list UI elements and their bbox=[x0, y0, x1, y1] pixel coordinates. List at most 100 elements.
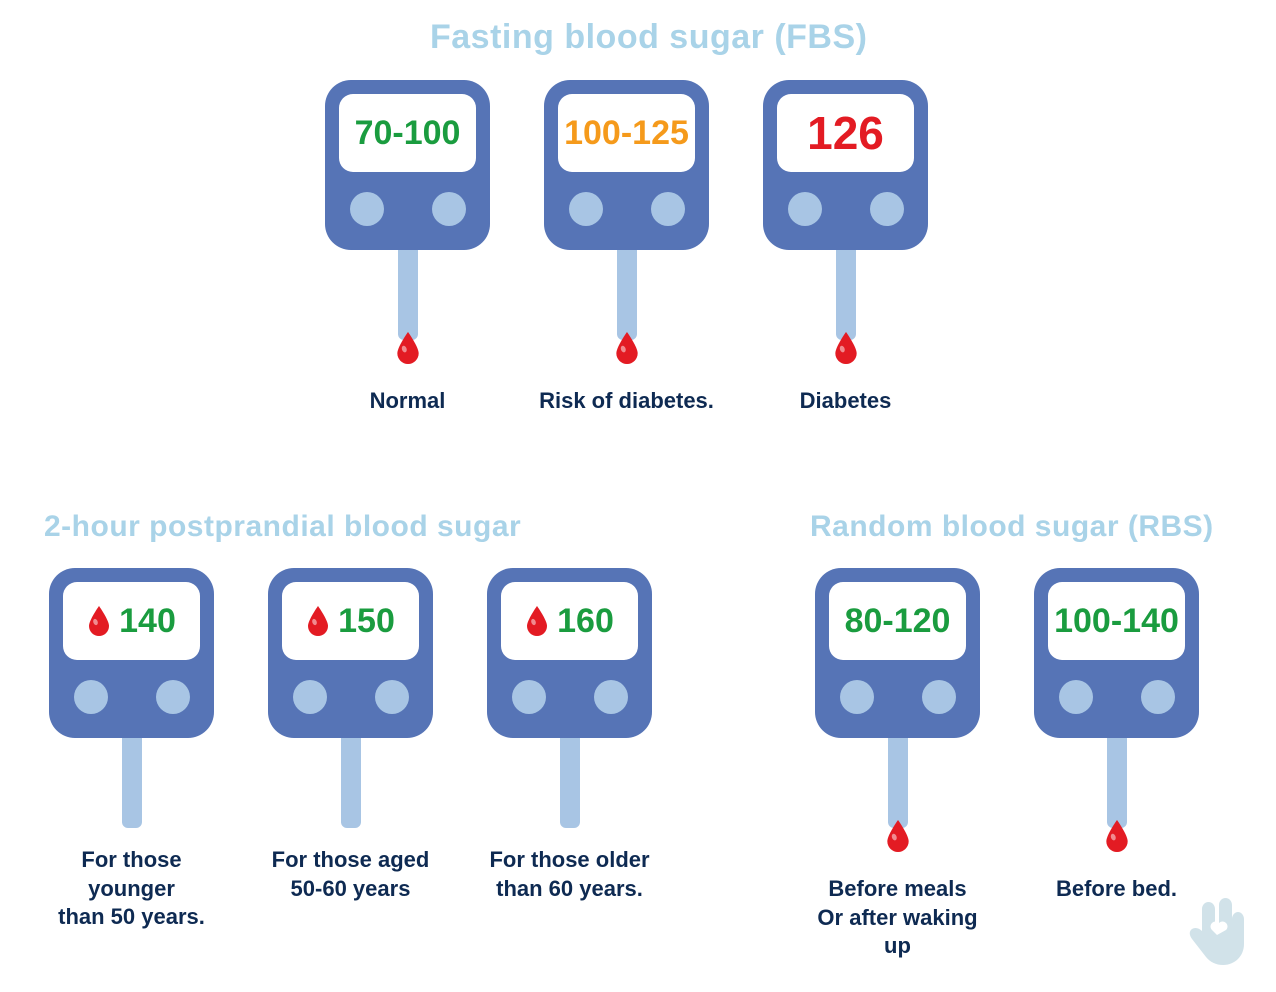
meter-caption-line: Diabetes bbox=[800, 387, 892, 416]
glucometer-buttons bbox=[325, 192, 490, 226]
glucometer-screen: 160 bbox=[501, 582, 638, 660]
meter-caption: For those youngerthan 50 years. bbox=[44, 846, 219, 932]
knob-left-icon bbox=[788, 192, 822, 226]
glucometer: 100-140 Before bed. bbox=[1029, 568, 1204, 961]
knob-left-icon bbox=[1059, 680, 1093, 714]
meter-caption: Normal bbox=[370, 387, 446, 416]
meter-test-strip bbox=[395, 250, 421, 369]
glucometer: 126 Diabetes bbox=[758, 80, 933, 416]
blood-drop-icon bbox=[395, 332, 421, 364]
meter-caption-line: than 50 years. bbox=[44, 903, 219, 932]
knob-right-icon bbox=[594, 680, 628, 714]
glucometer-body: 126 bbox=[763, 80, 928, 250]
meter-caption-line: Risk of diabetes. bbox=[539, 387, 714, 416]
meter-reading: 80-120 bbox=[845, 602, 951, 641]
glucometer-buttons bbox=[268, 680, 433, 714]
meter-caption-line: Normal bbox=[370, 387, 446, 416]
glucometer-screen: 80-120 bbox=[829, 582, 966, 660]
glucometer: 70-100 Normal bbox=[320, 80, 495, 416]
glucometer-screen: 100-125 bbox=[558, 94, 695, 172]
glucometer: 150 For those aged50-60 years bbox=[263, 568, 438, 932]
meter-test-strip bbox=[122, 738, 142, 828]
knob-left-icon bbox=[293, 680, 327, 714]
fbs-meter-group: 70-100 Normal 100-125 bbox=[320, 80, 933, 416]
glucometer-body: 80-120 bbox=[815, 568, 980, 738]
rbs-meter-group: 80-120 Before mealsOr after waking up 10… bbox=[810, 568, 1204, 961]
meter-caption-line: For those younger bbox=[44, 846, 219, 903]
meter-caption: For those aged50-60 years bbox=[272, 846, 430, 903]
meter-test-strip bbox=[833, 250, 859, 369]
meter-caption-line: Before bed. bbox=[1056, 875, 1177, 904]
fbs-section-title: Fasting blood sugar (FBS) bbox=[430, 18, 867, 57]
meter-caption-line: 50-60 years bbox=[272, 875, 430, 904]
glucometer-buttons bbox=[487, 680, 652, 714]
blood-drop-icon bbox=[525, 606, 549, 636]
meter-caption: Diabetes bbox=[800, 387, 892, 416]
knob-left-icon bbox=[512, 680, 546, 714]
meter-caption-line: For those aged bbox=[272, 846, 430, 875]
glucometer-body: 100-125 bbox=[544, 80, 709, 250]
meter-caption-line: Or after waking up bbox=[810, 904, 985, 961]
blood-drop-icon bbox=[1104, 820, 1130, 852]
meter-reading: 140 bbox=[119, 602, 176, 641]
glucometer-buttons bbox=[815, 680, 980, 714]
meter-test-strip bbox=[341, 738, 361, 828]
meter-test-strip bbox=[885, 738, 911, 857]
meter-caption: Risk of diabetes. bbox=[539, 387, 714, 416]
hand-love-icon bbox=[1186, 897, 1248, 972]
glucometer-body: 100-140 bbox=[1034, 568, 1199, 738]
meter-reading: 100-140 bbox=[1054, 602, 1179, 641]
blood-drop-icon bbox=[614, 332, 640, 364]
meter-test-strip bbox=[1104, 738, 1130, 857]
glucometer: 160 For those olderthan 60 years. bbox=[482, 568, 657, 932]
meter-reading: 100-125 bbox=[564, 114, 689, 153]
knob-right-icon bbox=[432, 192, 466, 226]
meter-caption: Before mealsOr after waking up bbox=[810, 875, 985, 961]
knob-left-icon bbox=[350, 192, 384, 226]
glucometer-screen: 126 bbox=[777, 94, 914, 172]
blood-drop-icon bbox=[87, 606, 111, 636]
glucometer: 80-120 Before mealsOr after waking up bbox=[810, 568, 985, 961]
postprandial-meter-group: 140 For those youngerthan 50 years. 150 bbox=[44, 568, 657, 932]
blood-drop-icon bbox=[306, 606, 330, 636]
meter-caption-line: For those older bbox=[489, 846, 649, 875]
knob-right-icon bbox=[922, 680, 956, 714]
infographic-canvas: Fasting blood sugar (FBS) 70-100 Normal … bbox=[0, 0, 1276, 992]
glucometer-buttons bbox=[763, 192, 928, 226]
knob-right-icon bbox=[375, 680, 409, 714]
rbs-section-title: Random blood sugar (RBS) bbox=[810, 510, 1214, 544]
glucometer: 140 For those youngerthan 50 years. bbox=[44, 568, 219, 932]
glucometer-body: 70-100 bbox=[325, 80, 490, 250]
knob-left-icon bbox=[569, 192, 603, 226]
meter-caption: For those olderthan 60 years. bbox=[489, 846, 649, 903]
meter-test-strip bbox=[614, 250, 640, 369]
meter-caption: Before bed. bbox=[1056, 875, 1177, 904]
meter-reading: 160 bbox=[557, 602, 614, 641]
glucometer-buttons bbox=[49, 680, 214, 714]
glucometer-body: 140 bbox=[49, 568, 214, 738]
meter-caption-line: than 60 years. bbox=[489, 875, 649, 904]
knob-right-icon bbox=[870, 192, 904, 226]
postprandial-section-title: 2-hour postprandial blood sugar bbox=[44, 510, 521, 544]
meter-reading: 126 bbox=[807, 106, 884, 160]
meter-caption-line: Before meals bbox=[810, 875, 985, 904]
glucometer-screen: 100-140 bbox=[1048, 582, 1185, 660]
knob-left-icon bbox=[74, 680, 108, 714]
blood-drop-icon bbox=[833, 332, 859, 364]
glucometer: 100-125 Risk of diabetes. bbox=[539, 80, 714, 416]
meter-test-strip bbox=[560, 738, 580, 828]
glucometer-screen: 140 bbox=[63, 582, 200, 660]
knob-right-icon bbox=[651, 192, 685, 226]
glucometer-buttons bbox=[1034, 680, 1199, 714]
meter-reading: 150 bbox=[338, 602, 395, 641]
knob-left-icon bbox=[840, 680, 874, 714]
knob-right-icon bbox=[156, 680, 190, 714]
glucometer-body: 160 bbox=[487, 568, 652, 738]
glucometer-screen: 70-100 bbox=[339, 94, 476, 172]
meter-reading: 70-100 bbox=[355, 114, 461, 153]
knob-right-icon bbox=[1141, 680, 1175, 714]
glucometer-body: 150 bbox=[268, 568, 433, 738]
glucometer-buttons bbox=[544, 192, 709, 226]
blood-drop-icon bbox=[885, 820, 911, 852]
glucometer-screen: 150 bbox=[282, 582, 419, 660]
